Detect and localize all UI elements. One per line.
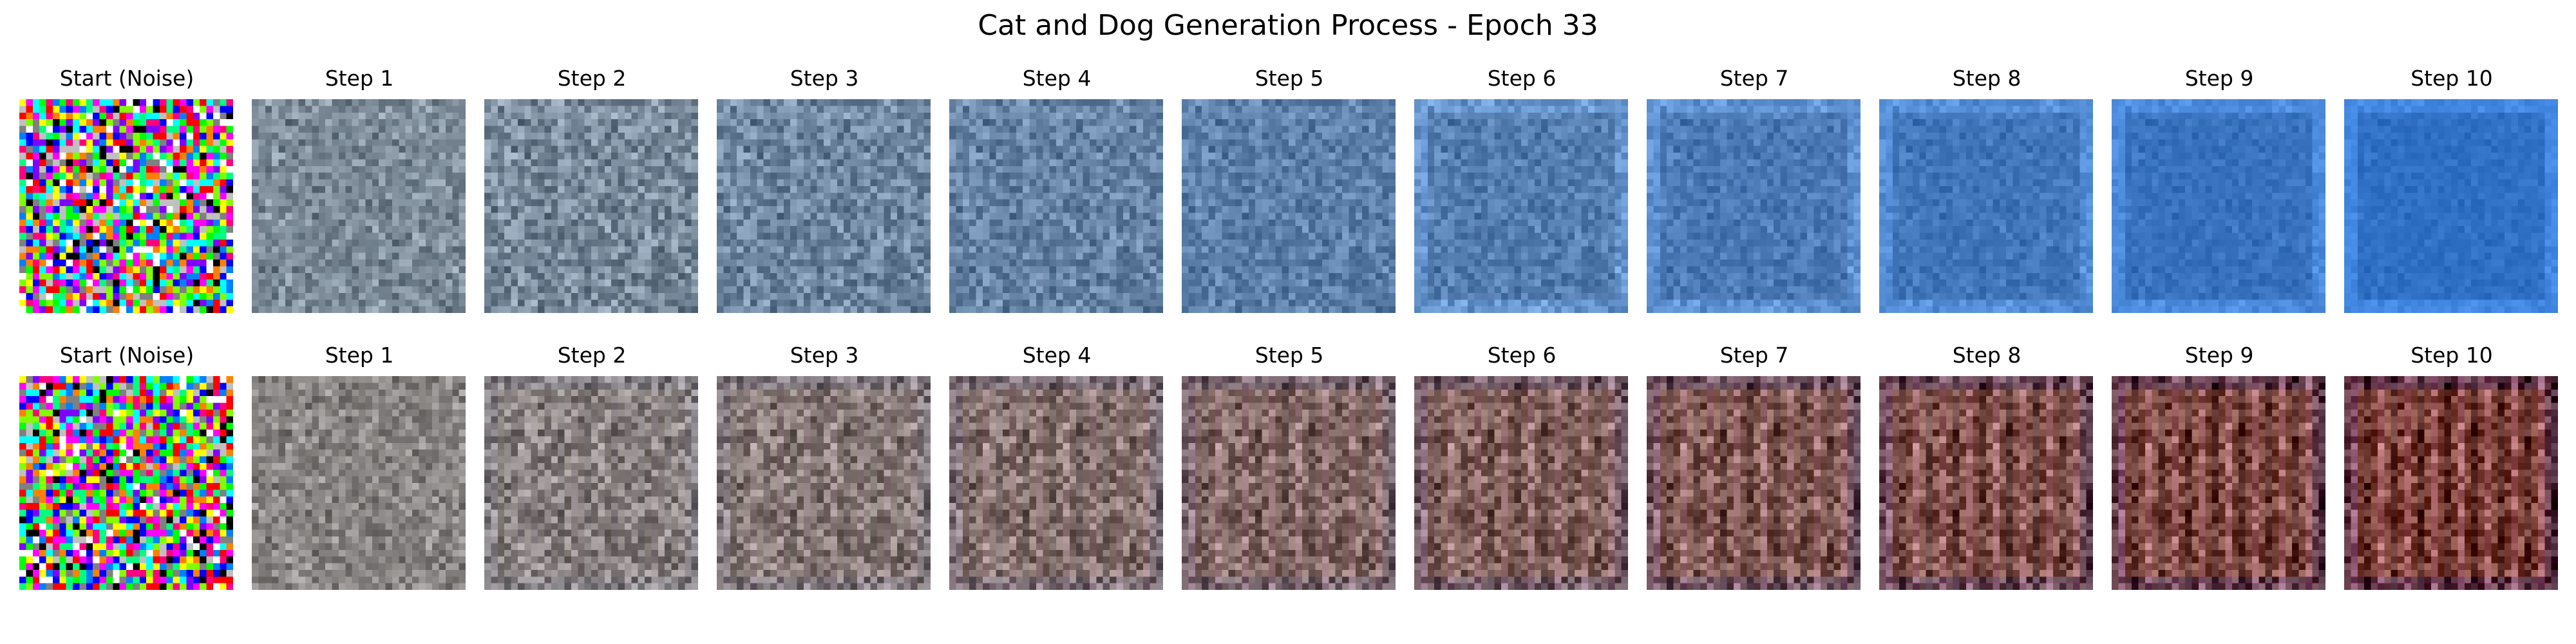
panel-step-10: Step 10 bbox=[2344, 64, 2559, 313]
panel-step-2: Step 2 bbox=[484, 64, 699, 313]
generated-image bbox=[2112, 376, 2325, 590]
generated-image bbox=[484, 99, 698, 313]
generated-image bbox=[2344, 376, 2558, 590]
panel-title: Step 6 bbox=[1487, 343, 1557, 368]
panel-title: Step 10 bbox=[2410, 343, 2493, 368]
panel-step-3: Step 3 bbox=[717, 341, 932, 590]
panel-step-1: Step 1 bbox=[252, 341, 467, 590]
generated-image bbox=[1879, 376, 2093, 590]
panel-title: Step 5 bbox=[1255, 343, 1324, 368]
panel-title: Step 9 bbox=[2184, 66, 2254, 91]
generated-image bbox=[1647, 376, 1861, 590]
panel-step-7: Step 7 bbox=[1647, 341, 1862, 590]
panel-step-5: Step 5 bbox=[1182, 341, 1397, 590]
panel-title: Step 2 bbox=[557, 66, 627, 91]
generated-image bbox=[1414, 376, 1628, 590]
generated-image bbox=[1647, 99, 1861, 313]
panel-step-6: Step 6 bbox=[1414, 341, 1629, 590]
panel-start-noise: Start (Noise) bbox=[19, 341, 234, 590]
panel-step-8: Step 8 bbox=[1879, 64, 2094, 313]
panel-step-1: Step 1 bbox=[252, 64, 467, 313]
row-blue-sequence: Start (Noise) Step 1 Step 2 Step 3 Step 4 Ste… bbox=[0, 64, 2576, 322]
panel-step-7: Step 7 bbox=[1647, 64, 1862, 313]
generated-image bbox=[949, 99, 1163, 313]
panel-title: Step 4 bbox=[1022, 66, 1092, 91]
generated-image bbox=[1182, 99, 1396, 313]
generated-image bbox=[1182, 376, 1396, 590]
panel-title: Start (Noise) bbox=[59, 343, 194, 368]
panel-title: Step 9 bbox=[2184, 343, 2254, 368]
panel-step-3: Step 3 bbox=[717, 64, 932, 313]
generated-image bbox=[717, 99, 931, 313]
panel-step-10: Step 10 bbox=[2344, 341, 2559, 590]
panel-title: Step 5 bbox=[1255, 66, 1324, 91]
panel-step-8: Step 8 bbox=[1879, 341, 2094, 590]
panel-step-4: Step 4 bbox=[949, 64, 1164, 313]
generated-image bbox=[252, 99, 466, 313]
generated-image bbox=[717, 376, 931, 590]
generated-image bbox=[484, 376, 698, 590]
panel-title: Step 7 bbox=[1719, 66, 1789, 91]
panel-step-2: Step 2 bbox=[484, 341, 699, 590]
noise-image bbox=[19, 99, 233, 313]
panel-title: Step 7 bbox=[1719, 343, 1789, 368]
panel-title: Step 2 bbox=[557, 343, 627, 368]
panel-step-5: Step 5 bbox=[1182, 64, 1397, 313]
panel-title: Start (Noise) bbox=[59, 66, 194, 91]
generated-image bbox=[252, 376, 466, 590]
panel-step-4: Step 4 bbox=[949, 341, 1164, 590]
row-brown-sequence: Start (Noise) Step 1 Step 2 Step 3 Step 4 Ste… bbox=[0, 341, 2576, 599]
panel-title: Step 1 bbox=[325, 343, 394, 368]
panel-step-9: Step 9 bbox=[2112, 64, 2327, 313]
panel-title: Step 1 bbox=[325, 66, 394, 91]
panel-title: Step 6 bbox=[1487, 66, 1557, 91]
generated-image bbox=[949, 376, 1163, 590]
panel-title: Step 4 bbox=[1022, 343, 1092, 368]
panel-step-6: Step 6 bbox=[1414, 64, 1629, 313]
noise-image bbox=[19, 376, 233, 590]
panel-title: Step 8 bbox=[1952, 66, 2022, 91]
panel-step-9: Step 9 bbox=[2112, 341, 2327, 590]
panel-title: Step 8 bbox=[1952, 343, 2022, 368]
panel-title: Step 10 bbox=[2410, 66, 2493, 91]
generated-image bbox=[2344, 99, 2558, 313]
panel-start-noise: Start (Noise) bbox=[19, 64, 234, 313]
figure-title: Cat and Dog Generation Process - Epoch 3… bbox=[978, 9, 1598, 42]
panel-title: Step 3 bbox=[790, 343, 859, 368]
panel-title: Step 3 bbox=[790, 66, 859, 91]
generated-image bbox=[1879, 99, 2093, 313]
generated-image bbox=[1414, 99, 1628, 313]
generated-image bbox=[2112, 99, 2325, 313]
